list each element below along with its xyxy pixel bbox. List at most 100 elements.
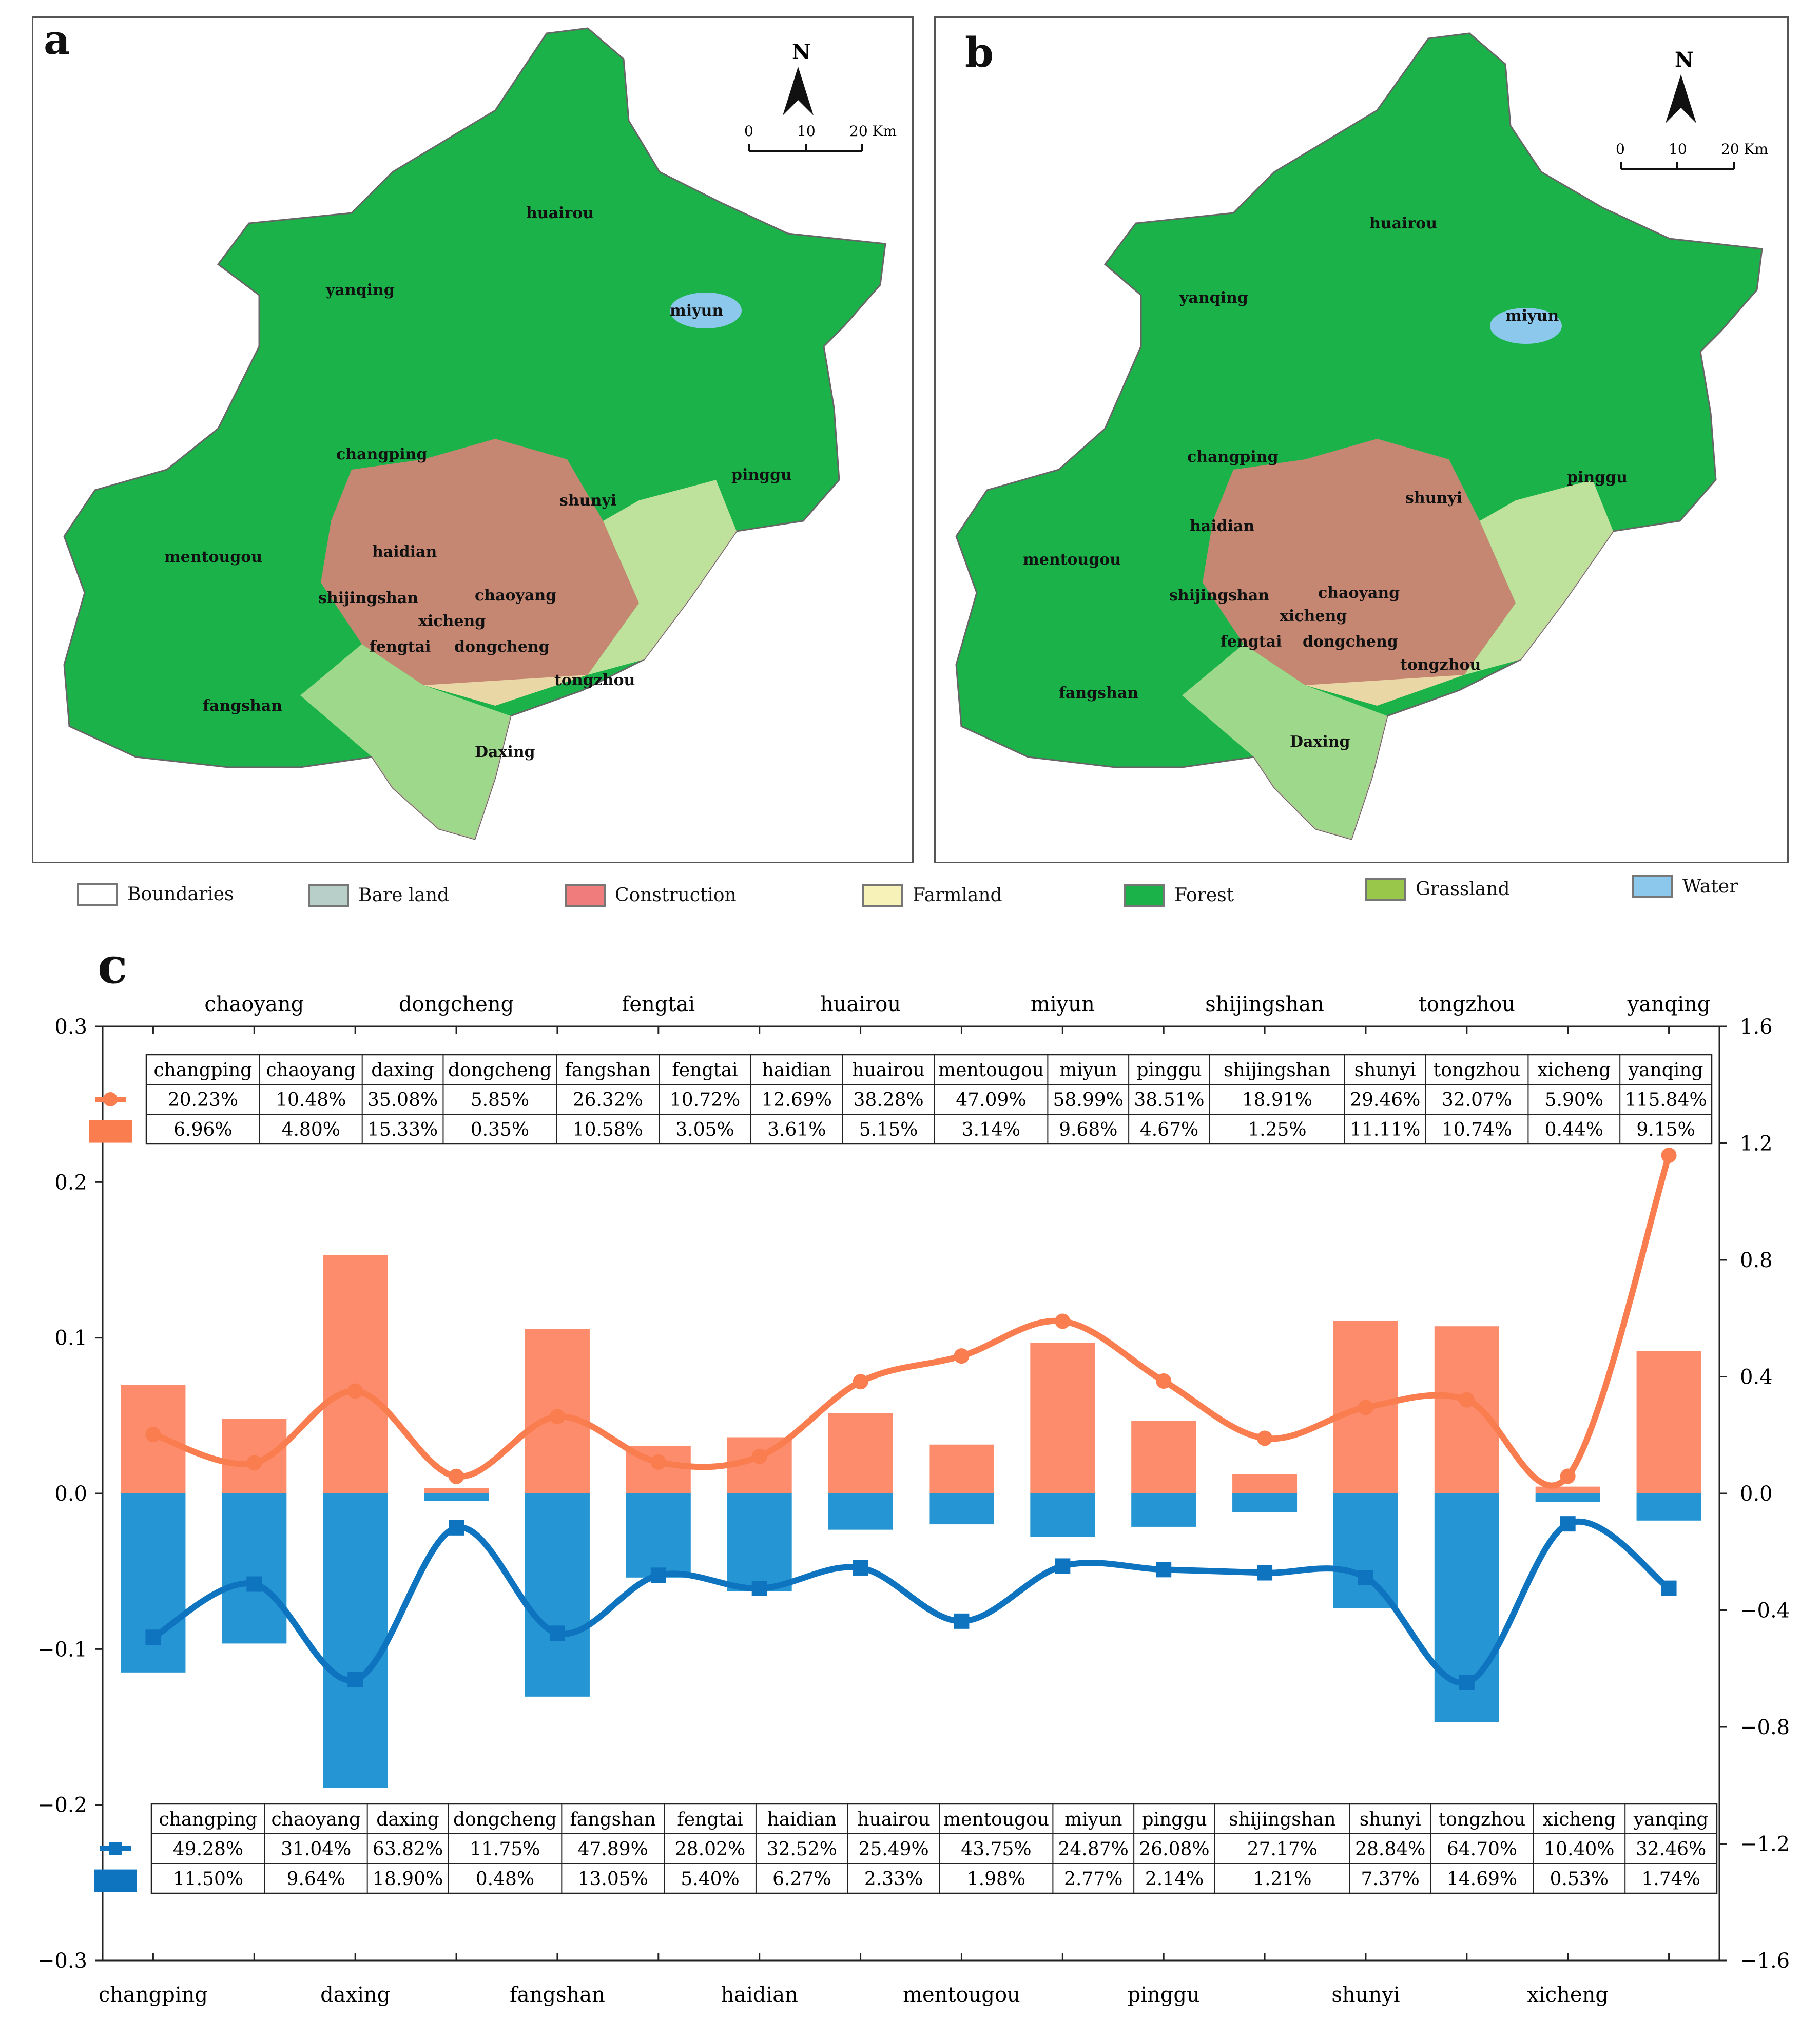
farmland-b (1305, 480, 1613, 706)
negative-bar (121, 1493, 186, 1673)
bottom-table-header: daxing (376, 1809, 439, 1830)
bottom-table-line-value: 63.82% (373, 1839, 443, 1860)
map-a-district-labels: huairou yanqing miyun changping pinggu s… (164, 204, 792, 761)
district-label: tongzhou (554, 671, 635, 689)
chart-c-svg: 0.3 0.2 0.1 0.0 −0.1 −0.2 −0.3 1.6 1.2 0.8 0.4 0.0… (37, 993, 1790, 2007)
top-table-line-value: 38.51% (1134, 1090, 1204, 1111)
compass-b: N (1666, 48, 1696, 123)
bottom-table-line-value: 28.84% (1355, 1839, 1425, 1860)
north-arrow-icon (783, 67, 814, 115)
orange-line-point (1358, 1400, 1373, 1415)
legend-item-water: Water (1632, 875, 1738, 898)
positive-bar (1030, 1343, 1095, 1493)
district-label: miyun (1505, 307, 1559, 325)
positive-bar (424, 1488, 489, 1493)
district-label: fangshan (1059, 684, 1138, 702)
legend-item-bare-land: Bare land (308, 884, 449, 907)
bottom-axis: changping daxing fangshan haidian mentougou p… (99, 1953, 1670, 2007)
district-label: dongcheng (454, 638, 550, 656)
bottom-table-line-value: 47.89% (578, 1839, 648, 1860)
orange-line-point (1661, 1148, 1677, 1163)
top-table-header: changping (154, 1060, 253, 1081)
top-category-label: shijingshan (1205, 993, 1324, 1016)
bottom-table-line-value: 10.40% (1544, 1839, 1614, 1860)
top-table-header: yanqing (1628, 1060, 1703, 1081)
legend-swatch (565, 884, 606, 907)
bottom-table-line-value: 11.75% (470, 1839, 540, 1860)
top-table-header: shijingshan (1224, 1060, 1330, 1081)
top-line-key-marker-icon (103, 1092, 118, 1106)
positive-bar (1636, 1351, 1701, 1493)
bottom-table-bar-value: 2.14% (1145, 1869, 1204, 1890)
bottom-table-header: fengtai (677, 1809, 743, 1830)
district-label: mentougou (164, 548, 262, 566)
orange-line-point (246, 1455, 262, 1471)
bottom-table-border (150, 1803, 1718, 1894)
right-tick-label: 1.6 (1740, 1015, 1773, 1039)
scale-label-20: 20 Km (1721, 141, 1768, 158)
district-label: yanqing (325, 281, 395, 299)
negative-bar (1030, 1493, 1095, 1537)
compass-a: N (783, 40, 814, 115)
top-table-bar-value: 5.15% (859, 1119, 918, 1140)
right-tick-label: −0.4 (1740, 1599, 1790, 1623)
district-label: Daxing (1290, 733, 1350, 751)
legend-label: Farmland (913, 885, 1002, 906)
top-table-header: shunyi (1354, 1060, 1416, 1081)
bottom-table-bar-value: 2.33% (864, 1869, 923, 1890)
orange-line-point (549, 1409, 565, 1425)
positive-bar (1131, 1421, 1196, 1493)
top-table-line-value: 20.23% (168, 1090, 238, 1111)
bottom-table-bar-value: 0.48% (476, 1869, 534, 1890)
bottom-bar-key-icon (94, 1869, 137, 1892)
negative-bar (1131, 1493, 1196, 1527)
orange-line-point (1560, 1468, 1576, 1484)
top-table-bar-value: 3.14% (962, 1119, 1020, 1140)
bottom-table-line-value: 49.28% (173, 1839, 243, 1860)
district-label: huairou (526, 204, 594, 222)
top-data-table: changping 20.23% 6.96% chaoyang 10.48% 4.80% d… (89, 1054, 1713, 1145)
bottom-table-line-value: 32.46% (1636, 1839, 1706, 1860)
bottom-table-bar-value: 1.98% (967, 1869, 1025, 1890)
map-b-svg: huairou yanqing miyun changping pinggu s… (955, 32, 1768, 840)
bottom-table-bar-value: 1.74% (1641, 1869, 1700, 1890)
urban-construction-b (1203, 439, 1516, 706)
top-table-bar-value: 6.96% (173, 1119, 232, 1140)
blue-line-point (751, 1580, 767, 1596)
district-label: mentougou (1023, 551, 1121, 569)
bottom-table-line-value: 28.02% (675, 1839, 745, 1860)
top-table-bar-value: 0.44% (1545, 1119, 1603, 1140)
bottom-table-bar-value: 1.21% (1253, 1869, 1311, 1890)
top-table-line-value: 10.48% (276, 1090, 346, 1111)
north-label: N (1675, 48, 1694, 72)
top-table-line-value: 38.28% (853, 1090, 923, 1111)
right-tick-label: 0.4 (1740, 1366, 1773, 1389)
top-category-label: huairou (820, 993, 901, 1016)
left-tick-label: −0.1 (37, 1638, 87, 1661)
left-tick-label: 0.3 (54, 1015, 87, 1039)
negative-bar (828, 1493, 893, 1530)
district-label: shijingshan (318, 589, 418, 607)
legend-swatch (1632, 875, 1673, 898)
bottom-table-header: tongzhou (1439, 1809, 1525, 1830)
scale-label-0: 0 (1616, 141, 1625, 158)
top-table-bar-value: 9.15% (1636, 1119, 1695, 1140)
bottom-table-bar-value: 9.64% (287, 1869, 345, 1890)
top-category-label: miyun (1031, 993, 1095, 1016)
positive-bar (323, 1254, 388, 1493)
bottom-table-bar-value: 5.40% (681, 1869, 739, 1890)
top-table-header: mentougou (938, 1060, 1044, 1081)
negative-bar (323, 1493, 388, 1788)
bottom-table-line-value: 24.87% (1058, 1839, 1129, 1860)
legend-item-boundaries: Boundaries (77, 883, 234, 906)
top-table-header: miyun (1059, 1060, 1117, 1081)
top-table-line-value: 47.09% (956, 1090, 1026, 1111)
orange-line-point (650, 1454, 666, 1470)
district-label: miyun (670, 302, 723, 320)
bottom-table-header: xicheng (1542, 1809, 1616, 1830)
legend-swatch (1124, 884, 1165, 907)
positive-bar (1232, 1474, 1298, 1493)
bottom-table-line-value: 43.75% (961, 1839, 1031, 1860)
district-label: shijingshan (1169, 587, 1269, 605)
blue-line-point (1358, 1570, 1373, 1586)
